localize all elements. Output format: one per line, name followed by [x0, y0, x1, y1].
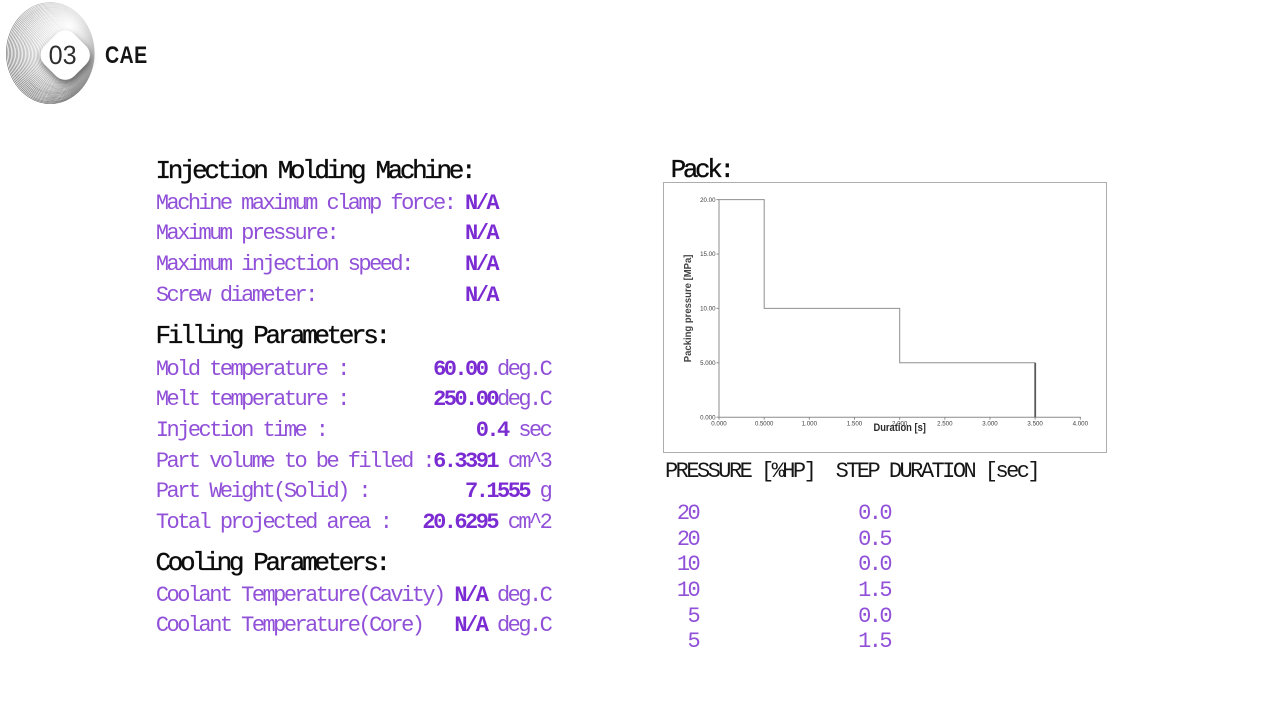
svg-text:Packing pressure [MPa]: Packing pressure [MPa]: [682, 255, 694, 363]
svg-text:2.500: 2.500: [937, 421, 953, 427]
svg-text:0.000: 0.000: [711, 421, 727, 427]
svg-text:5.000: 5.000: [700, 361, 716, 367]
svg-text:2.000: 2.000: [892, 421, 908, 427]
svg-text:0.5000: 0.5000: [755, 421, 774, 427]
svg-text:10.00: 10.00: [700, 307, 716, 313]
svg-text:03: 03: [49, 40, 77, 70]
svg-text:20.00: 20.00: [700, 198, 716, 204]
svg-text:4.000: 4.000: [1073, 421, 1089, 427]
svg-text:3.000: 3.000: [982, 421, 998, 427]
svg-text:1.500: 1.500: [847, 421, 863, 427]
svg-text:1.000: 1.000: [802, 421, 818, 427]
svg-text:15.00: 15.00: [700, 252, 716, 258]
svg-text:3.500: 3.500: [1027, 421, 1043, 427]
svg-text:Duration [s]: Duration [s]: [873, 422, 926, 434]
svg-text:0.000: 0.000: [700, 415, 716, 421]
